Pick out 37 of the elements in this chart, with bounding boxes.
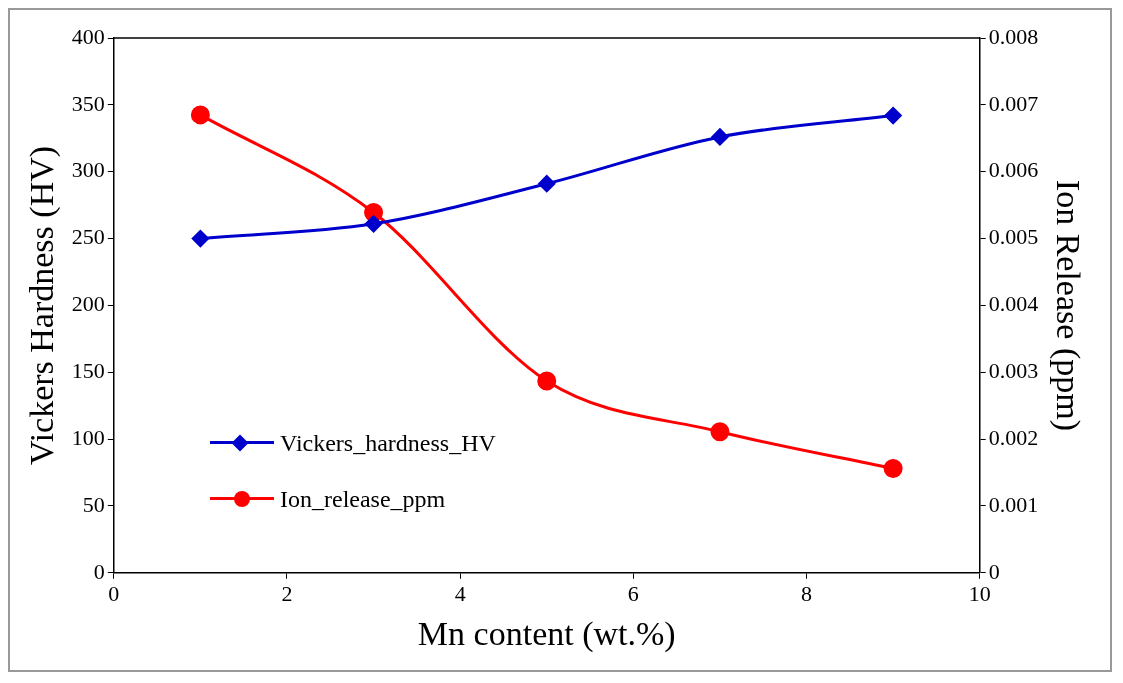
x-tick-label: 6 (627, 580, 639, 606)
y-tick-label: 50 (82, 491, 105, 517)
x-axis-title: Mn content (wt.%) (417, 614, 676, 653)
y2-tick-label: 0.004 (988, 291, 1039, 317)
y2-tick-label: 0.003 (988, 358, 1039, 384)
x-tick-label: 4 (454, 580, 466, 606)
y2-tick-label: 0.001 (988, 491, 1039, 517)
y-tick-label: 350 (71, 90, 105, 116)
y2-tick-label: 0.008 (988, 23, 1039, 49)
y-tick-label: 250 (71, 224, 105, 250)
legend-label: Ion_release_ppm (280, 485, 446, 513)
x-tick-label: 2 (281, 580, 293, 606)
point (710, 422, 730, 442)
point (190, 105, 210, 125)
y-tick-label: 400 (71, 23, 105, 49)
y-tick-label: 100 (71, 424, 105, 450)
point (191, 230, 209, 248)
point (711, 128, 729, 146)
y-tick-label: 200 (71, 291, 105, 317)
point (537, 371, 557, 391)
legend-label: Vickers_hardness_HV (280, 429, 496, 457)
y2-tick-label: 0.006 (988, 157, 1039, 183)
y2-tick-label: 0.005 (988, 224, 1039, 250)
x-tick-label: 8 (801, 580, 813, 606)
point (884, 107, 902, 125)
y-tick-label: 0 (93, 558, 105, 584)
y-tick-label: 300 (71, 157, 105, 183)
y-tick-label: 150 (71, 358, 105, 384)
y2-tick-label: 0.007 (988, 90, 1039, 116)
x-tick-label: 10 (968, 580, 991, 606)
point (883, 459, 903, 479)
y-axis-title: Vickers Hardness (HV) (23, 145, 62, 465)
point (538, 175, 556, 193)
y2-axis-title: Ion Release (ppm) (1048, 179, 1087, 431)
point (365, 215, 383, 233)
y2-tick-label: 0.002 (988, 424, 1039, 450)
y2-tick-label: 0 (988, 558, 1000, 584)
